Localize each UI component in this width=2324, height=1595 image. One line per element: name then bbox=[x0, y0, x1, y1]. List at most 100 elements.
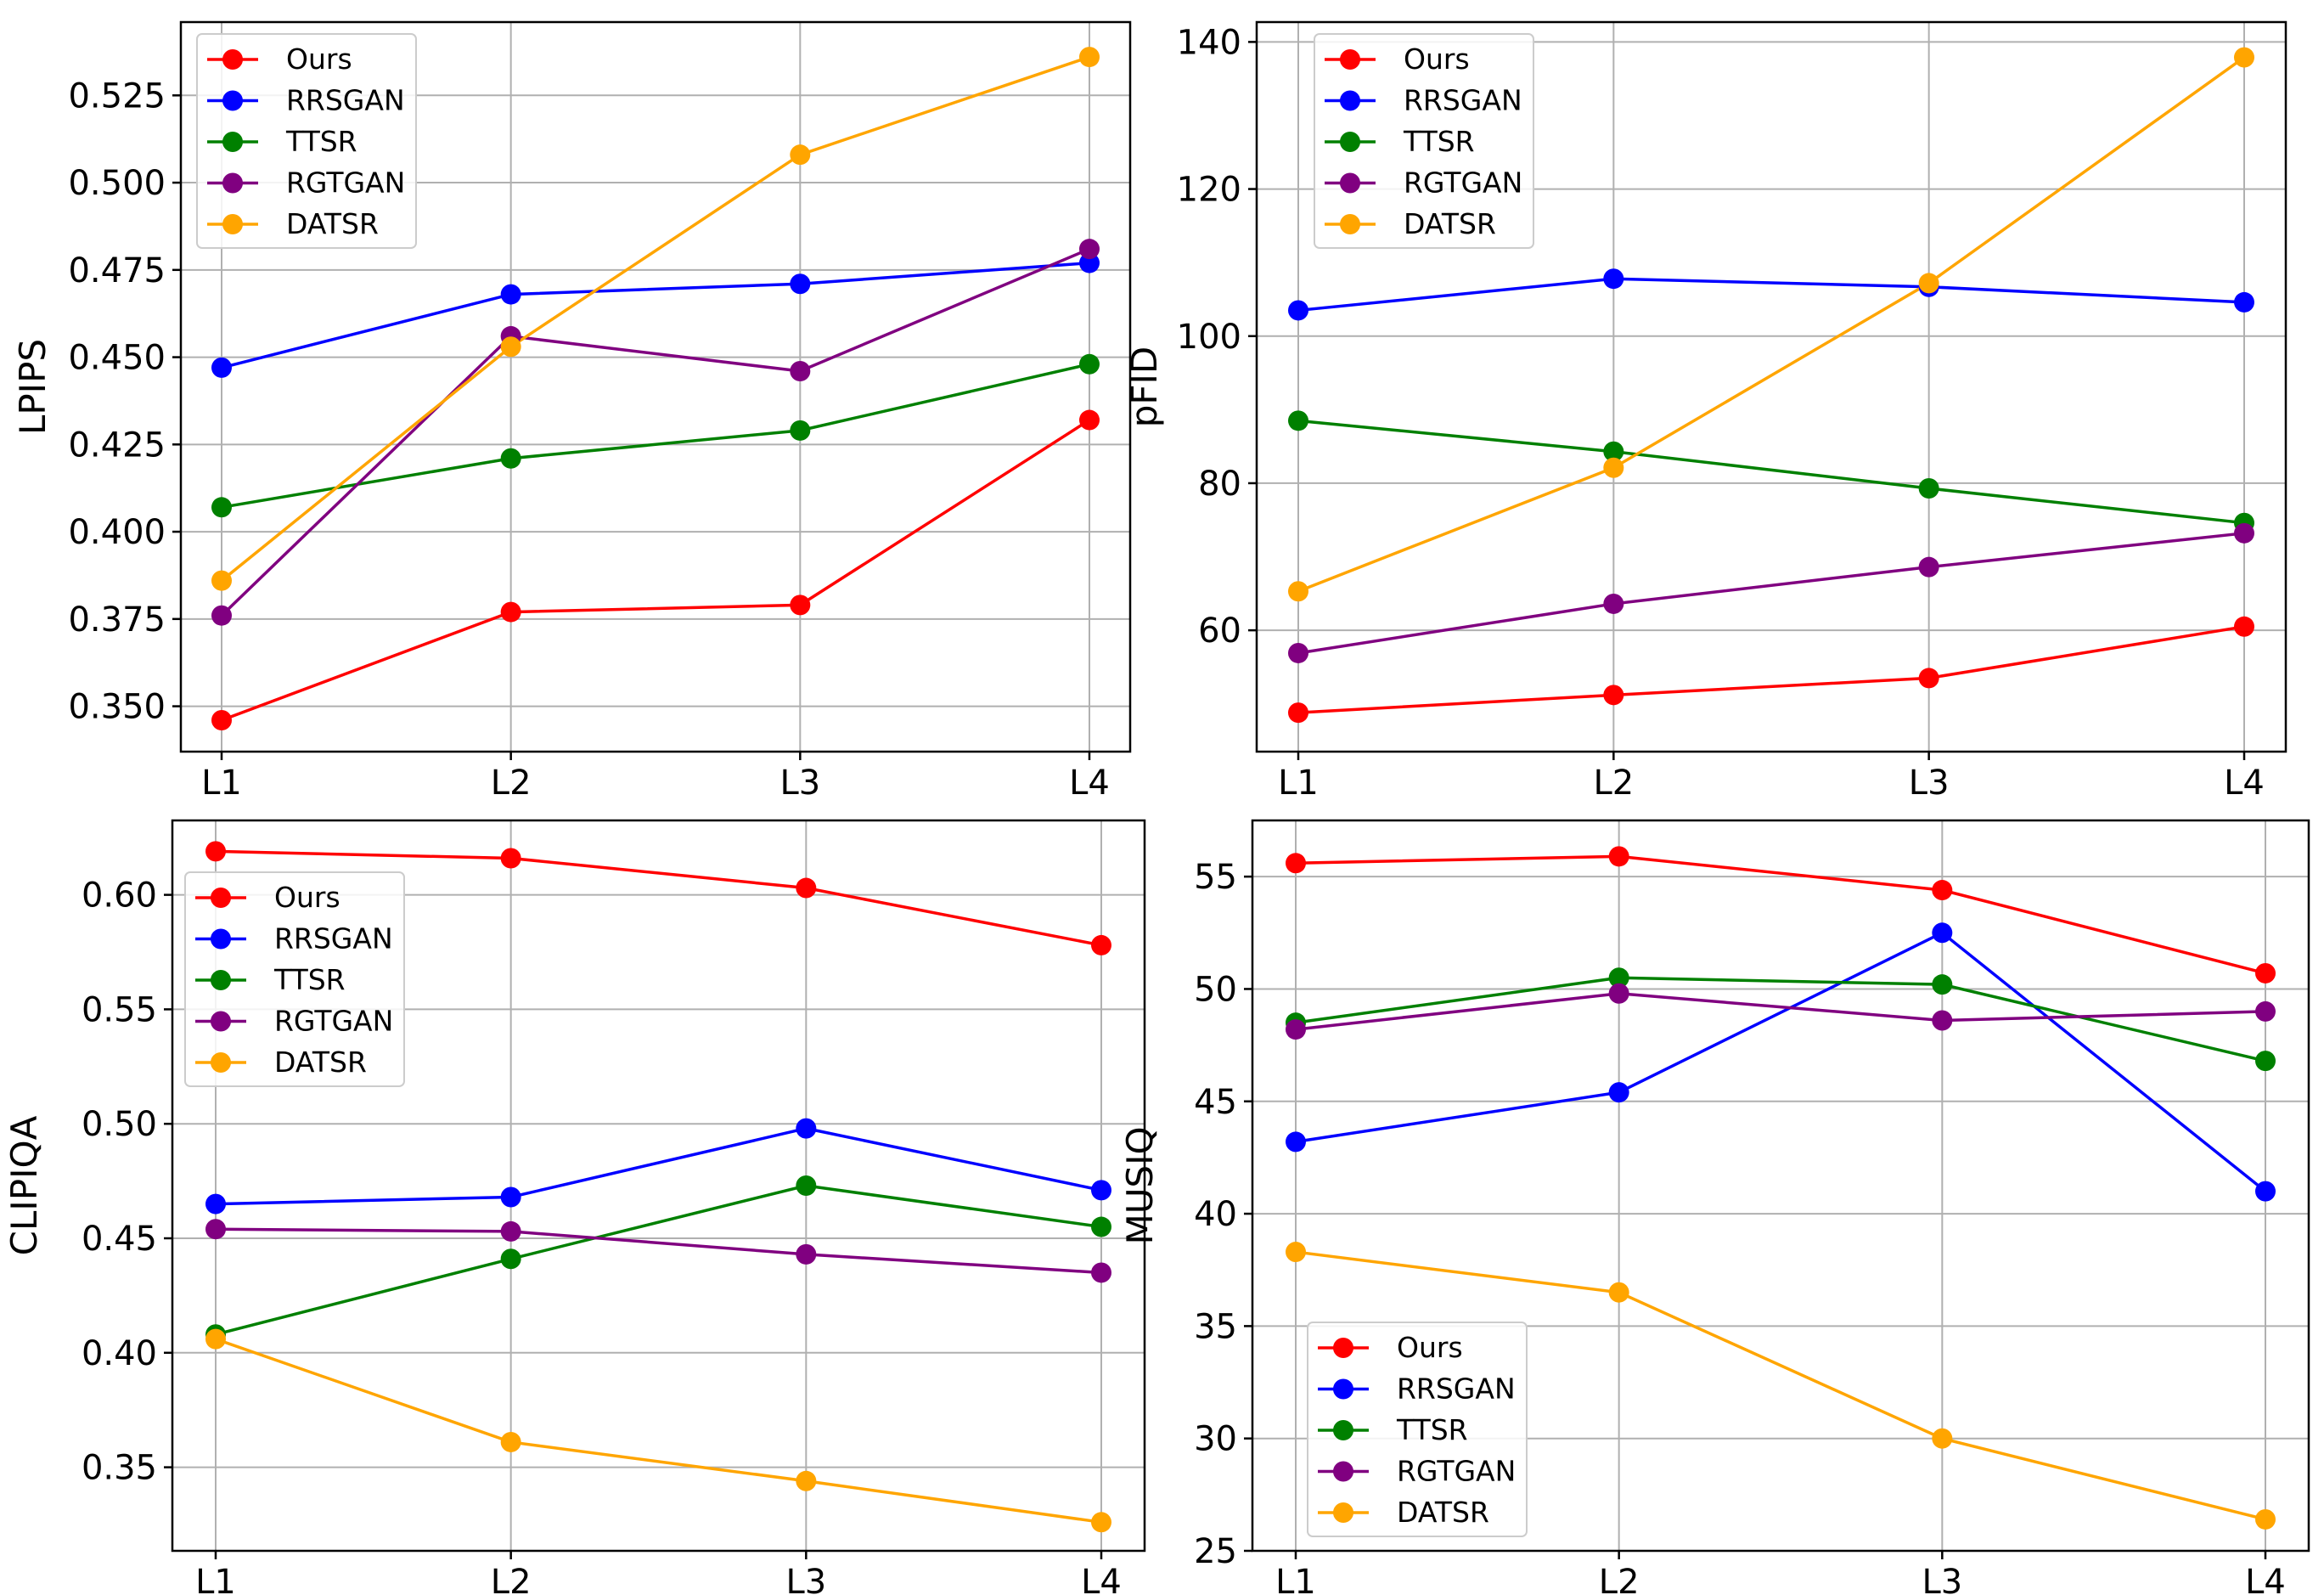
data-point-ours bbox=[1603, 685, 1624, 706]
legend-box bbox=[196, 33, 417, 249]
data-point-ttsr bbox=[796, 1175, 817, 1196]
legend-label-ours: Ours bbox=[274, 881, 340, 914]
data-point-ours bbox=[1286, 853, 1306, 874]
data-point-datsr bbox=[1286, 1242, 1306, 1263]
data-point-ours bbox=[1079, 409, 1100, 431]
data-point-rgtgan bbox=[1918, 556, 1939, 578]
data-point-ours bbox=[790, 595, 811, 616]
data-point-ttsr bbox=[1288, 410, 1308, 431]
y-tick-label: 0.55 bbox=[82, 990, 157, 1029]
x-tick-label: L3 bbox=[1909, 764, 1950, 803]
legend-label-ours: Ours bbox=[286, 42, 352, 76]
series-line-ours bbox=[1297, 625, 2245, 714]
legend-marker-datsr bbox=[222, 214, 243, 234]
y-axis-label: LPIPS bbox=[12, 339, 53, 435]
legend-marker-ours bbox=[211, 888, 231, 908]
legend-marker-rrsgan bbox=[1333, 1378, 1353, 1400]
x-tick-label: L1 bbox=[201, 764, 242, 803]
legend-label-rrsgan: RRSGAN bbox=[1404, 84, 1522, 117]
data-point-datsr bbox=[500, 1431, 521, 1452]
legend-label-ttsr: TTSR bbox=[273, 963, 346, 996]
data-point-ttsr bbox=[1091, 1216, 1111, 1237]
data-point-ttsr bbox=[211, 497, 232, 518]
legend-label-rgtgan: RGTGAN bbox=[274, 1005, 393, 1038]
data-point-ttsr bbox=[1603, 441, 1624, 462]
y-tick-label: 55 bbox=[1194, 858, 1237, 897]
series-line-rgtgan bbox=[1297, 532, 2245, 655]
x-tick-label: L3 bbox=[785, 1563, 826, 1595]
data-point-rrsgan bbox=[1091, 1180, 1111, 1201]
legend-box bbox=[1307, 1322, 1528, 1537]
data-point-rgtgan bbox=[1286, 1019, 1306, 1040]
y-axis-label: MUSIQ bbox=[1119, 1126, 1161, 1244]
series-line-datsr bbox=[1295, 1250, 2266, 1521]
data-point-rrsgan bbox=[500, 284, 521, 305]
series-line-datsr bbox=[220, 55, 1090, 582]
y-tick-label: 35 bbox=[1194, 1307, 1237, 1346]
legend-marker-rgtgan bbox=[222, 172, 243, 194]
legend-box bbox=[1314, 33, 1534, 249]
y-tick-label: 0.375 bbox=[68, 600, 166, 640]
data-point-rgtgan bbox=[500, 1220, 521, 1242]
series-line-ttsr bbox=[221, 363, 1090, 510]
data-point-ttsr bbox=[1079, 353, 1100, 375]
data-point-datsr bbox=[2234, 47, 2254, 68]
data-point-ttsr bbox=[1918, 477, 1939, 499]
legend-marker-rgtgan bbox=[1340, 172, 1360, 194]
x-tick-label: L1 bbox=[1275, 1563, 1316, 1595]
data-point-ours bbox=[1918, 668, 1939, 689]
series-line-rgtgan bbox=[215, 1227, 1102, 1275]
legend-label-rgtgan: RGTGAN bbox=[286, 166, 405, 200]
data-point-ours bbox=[211, 710, 232, 731]
x-tick-label: L4 bbox=[2224, 764, 2265, 803]
legend-marker-ttsr bbox=[222, 132, 243, 152]
data-point-rrsgan bbox=[1932, 922, 1953, 944]
chart-clipiqa: L1 L2 L3 L4 0.35 0.40 0.45 0.50 0.55 0.60 CLIPIQA O… bbox=[3, 819, 1146, 1595]
x-tick-label: L4 bbox=[1081, 1563, 1122, 1595]
data-point-rrsgan bbox=[1288, 300, 1308, 321]
legend-marker-rrsgan bbox=[222, 90, 243, 111]
series-line-ttsr bbox=[215, 1184, 1102, 1336]
series-line-ttsr bbox=[1297, 419, 2245, 525]
y-axis-label: pFID bbox=[1123, 347, 1165, 428]
data-point-datsr bbox=[1288, 581, 1308, 602]
data-point-ttsr bbox=[1608, 967, 1629, 989]
legend-marker-datsr bbox=[1340, 214, 1360, 234]
series-line-ttsr bbox=[1295, 976, 2266, 1062]
data-point-rgtgan bbox=[796, 1243, 817, 1265]
legend-label-rrsgan: RRSGAN bbox=[1397, 1372, 1516, 1406]
y-tick-label: 120 bbox=[1177, 171, 1241, 210]
axes-frame bbox=[1251, 819, 2310, 1553]
x-tick-label: L1 bbox=[1278, 764, 1319, 803]
data-point-ours bbox=[796, 877, 817, 899]
data-point-rgtgan bbox=[205, 1219, 226, 1240]
data-point-rrsgan bbox=[211, 357, 232, 378]
chart-pfid: L1 L2 L3 L4 60 80 100 120 140 pFID Ours RRSGAN TTSR R… bbox=[1123, 20, 2287, 803]
legend-marker-ttsr bbox=[1340, 132, 1360, 152]
data-point-datsr bbox=[1079, 47, 1100, 68]
y-tick-label: 0.525 bbox=[68, 76, 166, 116]
x-tick-label: L4 bbox=[1069, 764, 1110, 803]
x-tick-label: L2 bbox=[491, 1563, 532, 1595]
data-point-rgtgan bbox=[790, 361, 811, 382]
data-point-rrsgan bbox=[1079, 252, 1100, 273]
data-point-rrsgan bbox=[1286, 1131, 1306, 1153]
y-tick-label: 60 bbox=[1198, 612, 1241, 651]
series-line-datsr bbox=[215, 1337, 1102, 1525]
x-tick-label: L2 bbox=[491, 764, 532, 803]
legend: Ours RRSGAN TTSR RGTGAN DATSR bbox=[1307, 1322, 1528, 1537]
legend-label-datsr: DATSR bbox=[286, 207, 379, 240]
y-tick-label: 0.425 bbox=[68, 426, 166, 465]
legend: Ours RRSGAN TTSR RGTGAN DATSR bbox=[1314, 33, 1534, 249]
legend-marker-rgtgan bbox=[211, 1011, 231, 1032]
data-point-datsr bbox=[790, 144, 811, 166]
data-point-datsr bbox=[205, 1328, 226, 1350]
legend-box bbox=[184, 871, 405, 1087]
data-point-rgtgan bbox=[1608, 983, 1629, 1004]
legend-label-datsr: DATSR bbox=[1397, 1496, 1489, 1529]
series-line-ours bbox=[215, 849, 1102, 947]
data-point-rgtgan bbox=[1079, 239, 1100, 260]
data-point-ttsr bbox=[500, 448, 521, 469]
